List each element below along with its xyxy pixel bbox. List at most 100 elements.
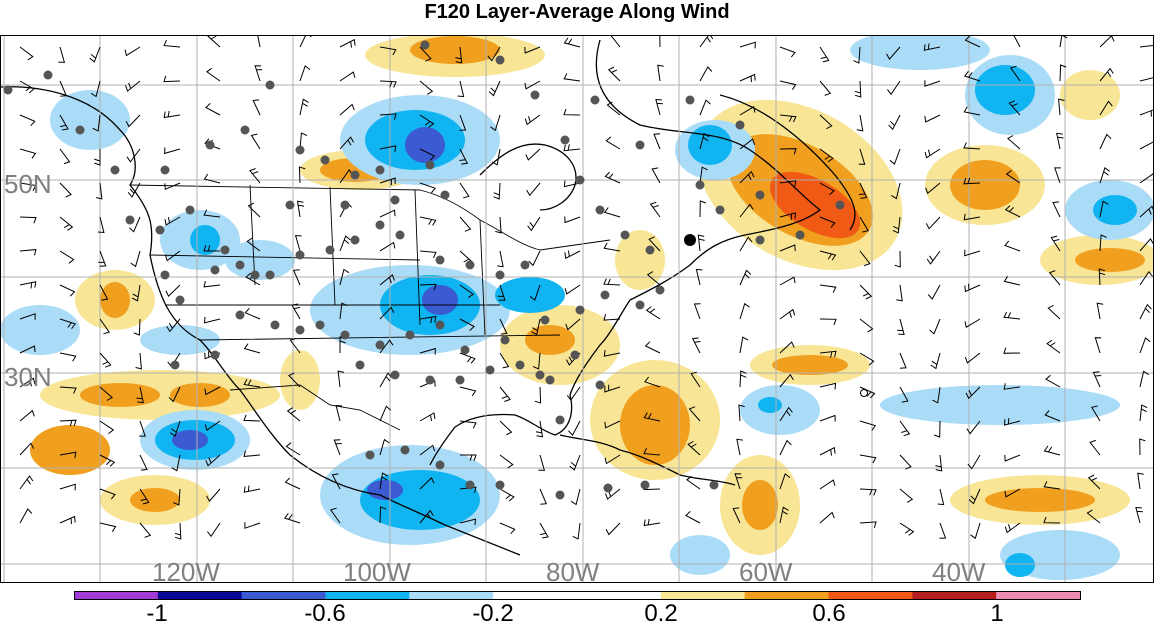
station-dot bbox=[435, 460, 445, 470]
station-dot bbox=[635, 300, 645, 310]
wind-barb bbox=[529, 284, 541, 301]
wind-barb bbox=[59, 80, 68, 97]
state-lines bbox=[249, 184, 486, 336]
wind-barb bbox=[603, 207, 621, 218]
wind-barb bbox=[203, 245, 220, 252]
wind-barb bbox=[163, 39, 181, 48]
wind-barb bbox=[697, 234, 705, 252]
neg-blob bbox=[50, 90, 130, 150]
wind-barb bbox=[779, 341, 795, 354]
wind-barb bbox=[739, 170, 755, 184]
wind-barb bbox=[204, 420, 221, 432]
wind-barb bbox=[1003, 311, 1021, 320]
wind-barb bbox=[693, 303, 701, 320]
wind-barb bbox=[1099, 100, 1113, 116]
colorbar: -1 -0.6 -0.2 0.2 0.6 1 bbox=[74, 591, 1081, 622]
weather-map: 50N 30N 120W 100W 80W 60W 40W bbox=[0, 35, 1154, 583]
wind-barb bbox=[1045, 374, 1061, 388]
wind-barb bbox=[419, 250, 437, 259]
wind-barb bbox=[135, 352, 142, 370]
wind-barb bbox=[1139, 44, 1154, 48]
wind-barb bbox=[459, 386, 477, 397]
wind-barb bbox=[339, 136, 355, 150]
neg-blob bbox=[740, 385, 820, 435]
wind-barb bbox=[19, 249, 37, 256]
station-dot bbox=[405, 330, 415, 340]
wind-barb bbox=[1047, 304, 1061, 320]
wind-barb bbox=[291, 303, 301, 320]
station-dot bbox=[110, 165, 120, 175]
wind-barb bbox=[524, 114, 541, 126]
wind-barb bbox=[164, 216, 181, 226]
wind-barb bbox=[125, 80, 141, 92]
station-dot bbox=[640, 480, 650, 490]
wind-barb bbox=[19, 345, 36, 354]
wind-barb bbox=[168, 386, 181, 403]
wind-barb bbox=[1139, 238, 1154, 252]
neg-blob-core bbox=[1093, 195, 1137, 225]
wind-barb bbox=[206, 488, 221, 502]
wind-barb bbox=[1004, 240, 1021, 252]
wind-barb bbox=[163, 110, 181, 119]
wind-barb bbox=[779, 276, 796, 286]
wind-barb bbox=[379, 274, 395, 286]
wind-barb bbox=[739, 302, 750, 320]
pos-blob-core bbox=[170, 383, 230, 407]
wind-barb bbox=[527, 216, 541, 232]
wind-barbs bbox=[19, 35, 1154, 540]
wind-barb bbox=[59, 451, 77, 459]
station-dot bbox=[210, 350, 220, 360]
pos-blob-core bbox=[772, 355, 848, 375]
lon-label-40w: 40W bbox=[932, 557, 986, 583]
wind-barb bbox=[419, 182, 436, 194]
pos-blob-core bbox=[410, 36, 500, 64]
station-dot bbox=[240, 125, 250, 135]
station-dot bbox=[340, 330, 350, 340]
station-dot bbox=[210, 265, 220, 275]
wind-barb bbox=[1137, 472, 1144, 490]
wind-barb bbox=[499, 386, 511, 402]
station-dot bbox=[495, 480, 505, 490]
wind-barb bbox=[779, 406, 793, 422]
wind-barb bbox=[603, 242, 621, 252]
wind-barb bbox=[1139, 303, 1152, 320]
station-dot bbox=[390, 370, 400, 380]
wind-barb bbox=[1099, 166, 1110, 184]
wind-barb bbox=[499, 318, 508, 335]
wind-barb bbox=[59, 216, 74, 231]
wind-barb bbox=[858, 182, 868, 199]
wind-barb bbox=[566, 386, 581, 401]
wind-barb bbox=[331, 473, 341, 490]
wind-barb bbox=[299, 65, 311, 82]
neg-blob-max bbox=[172, 430, 208, 450]
wind-barb bbox=[734, 473, 743, 490]
wind-barb bbox=[99, 318, 111, 335]
station-dot bbox=[530, 90, 540, 100]
wind-barb bbox=[254, 65, 263, 82]
station-dot bbox=[455, 375, 465, 385]
wind-barb bbox=[563, 73, 581, 82]
station-dot bbox=[545, 375, 555, 385]
pos-blob bbox=[1060, 70, 1120, 120]
neg-blob bbox=[0, 305, 80, 355]
wind-barb bbox=[970, 522, 981, 540]
lat-label-50n: 50N bbox=[4, 169, 52, 199]
wind-barb bbox=[1094, 337, 1102, 354]
colorbar-swatch bbox=[577, 591, 662, 600]
wind-barb bbox=[699, 66, 713, 82]
wind-barb bbox=[59, 182, 72, 198]
wind-barb bbox=[968, 488, 981, 505]
wind-barb bbox=[99, 352, 112, 368]
neg-blob bbox=[850, 35, 990, 70]
station-dot bbox=[440, 190, 450, 200]
station-dot bbox=[295, 145, 305, 155]
colorbar-swatch bbox=[493, 591, 578, 600]
wind-barb bbox=[59, 352, 77, 362]
colorbar-swatches bbox=[74, 591, 1081, 600]
wind-barb bbox=[570, 488, 581, 506]
wind-barb bbox=[243, 414, 261, 422]
colorbar-swatch bbox=[241, 591, 326, 600]
wind-barb bbox=[335, 404, 343, 422]
wind-barb bbox=[419, 347, 436, 355]
pos-blob-core bbox=[742, 480, 778, 530]
